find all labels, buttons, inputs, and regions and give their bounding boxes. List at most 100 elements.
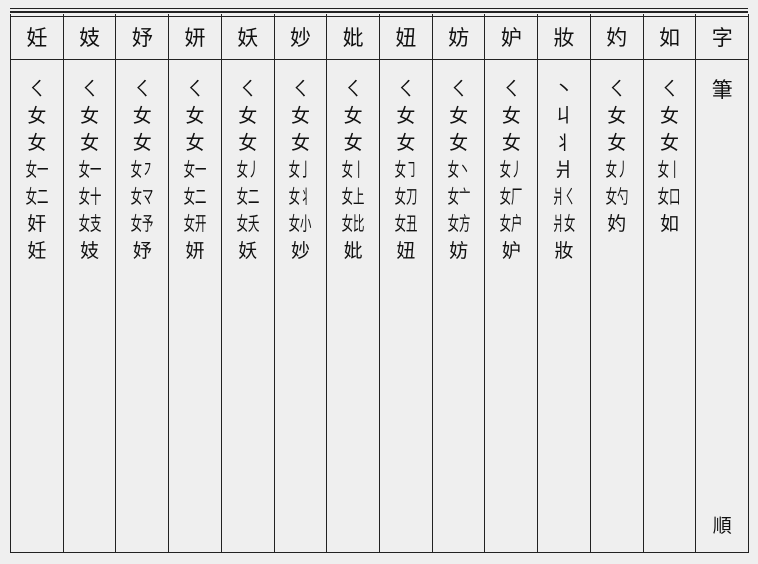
stroke-step: 女マ <box>130 186 154 208</box>
character-header: 妁 <box>590 14 643 60</box>
stroke-step: 妤 <box>132 240 152 262</box>
stroke-step: 女 <box>290 105 310 127</box>
character-header: 妙 <box>274 14 327 60</box>
stroke-step: 女方 <box>447 213 471 235</box>
stroke-step: 女十 <box>78 186 101 208</box>
stroke-step: 女予 <box>130 213 154 235</box>
stroke-step: 女 <box>607 132 627 154</box>
stroke-step: 女 <box>449 132 469 154</box>
stroke-steps: ㄑ女女女丨 女口如 <box>644 60 696 238</box>
stroke-step: ㄑ <box>396 78 416 100</box>
stroke-step: 妒 <box>501 240 521 262</box>
double-rule <box>10 11 748 17</box>
character-header: 妖 <box>221 14 274 60</box>
stroke-step: 女 <box>132 105 152 127</box>
stroke-step: 女丑 <box>394 213 418 235</box>
stroke-step: 女丿 <box>499 159 523 181</box>
stroke-step: 女丨 <box>341 159 365 181</box>
stroke-steps: ㄑ女女女一 女二奸妊 <box>11 60 63 265</box>
stroke-step: 女丬 <box>289 186 312 208</box>
character-column: 妒ㄑ女女女丿 女厂 女户妒 <box>485 14 539 552</box>
stroke-step: 女丨 <box>658 159 681 181</box>
stroke-step: 女亅 <box>289 159 312 181</box>
stroke-step: 女 <box>27 105 47 127</box>
stroke-step: 女亠 <box>447 186 471 208</box>
stroke-step: ㄑ <box>185 78 205 100</box>
stroke-steps: ㄑ女女女㇆ 女刀 女丑妞 <box>380 60 432 265</box>
stroke-step: 女一 <box>183 159 207 181</box>
stroke-step: 妓 <box>80 240 100 262</box>
character-header: 如 <box>643 14 696 60</box>
stroke-step: 女㇇ <box>130 159 154 181</box>
stroke-step: 女二 <box>183 186 207 208</box>
stroke-step: 女厂 <box>499 186 523 208</box>
label-stroke: 筆 <box>711 78 733 102</box>
stroke-step: 女户 <box>499 213 523 235</box>
stroke-step: ㄑ <box>27 78 47 100</box>
stroke-step: 女 <box>449 105 469 127</box>
stroke-step: 如 <box>659 213 679 235</box>
character-header: 妤 <box>116 14 169 60</box>
character-column: 妝丶丩丬爿爿ㄑ 爿女妝 <box>538 14 591 552</box>
stroke-step: 妖 <box>238 240 258 262</box>
stroke-steps: ㄑ女女女丿 女厂 女户妒 <box>485 60 537 265</box>
stroke-step: 女二 <box>236 186 260 208</box>
stroke-step: 女 <box>132 132 152 154</box>
character-column: 妣ㄑ女女女丨 女上 女比妣 <box>327 14 381 552</box>
stroke-step: 女比 <box>341 213 365 235</box>
stroke-step: ㄑ <box>132 78 152 100</box>
stroke-step: 丬 <box>554 132 574 154</box>
stroke-steps: ㄑ女女女亅 女丬 女小妙 <box>275 60 327 265</box>
stroke-step: ㄑ <box>449 78 469 100</box>
label-header: 字 <box>696 14 749 60</box>
stroke-steps: 丶丩丬爿爿ㄑ 爿女妝 <box>538 60 590 265</box>
stroke-step: 女 <box>238 132 258 154</box>
stroke-step: 女一 <box>78 159 101 181</box>
character-header: 妞 <box>380 14 432 60</box>
stroke-steps: ㄑ女女女丨 女上 女比妣 <box>327 60 379 265</box>
stroke-step: ㄑ <box>501 78 521 100</box>
character-header: 妝 <box>538 14 590 60</box>
stroke-step: 妞 <box>396 240 416 262</box>
stroke-step: 女㇆ <box>394 159 418 181</box>
stroke-step: 爿 <box>554 159 574 181</box>
stroke-step: 女开 <box>183 213 207 235</box>
label-column: 字 筆 順 <box>696 14 750 552</box>
stroke-step: 女刀 <box>394 186 418 208</box>
character-column: 如ㄑ女女女丨 女口如 <box>643 14 697 552</box>
stroke-step: 女小 <box>289 213 312 235</box>
stroke-step: 女 <box>607 105 627 127</box>
stroke-step: 妊 <box>27 240 47 262</box>
stroke-step: 奸 <box>27 213 47 235</box>
table-grid: 妊ㄑ女女女一 女二奸妊妓ㄑ女女女一 女十 女支妓妤ㄑ女女女㇇ 女マ 女予妤妍ㄑ女女女一 女二… <box>10 14 750 553</box>
stroke-step: ㄑ <box>238 78 258 100</box>
stroke-step: ㄑ <box>607 78 627 100</box>
stroke-steps: ㄑ女女女丿 女二 女夭妖 <box>222 60 274 265</box>
stroke-step: 妝 <box>554 240 574 262</box>
character-header: 妒 <box>485 14 538 60</box>
stroke-step: 妨 <box>449 240 469 262</box>
character-column: 妊ㄑ女女女一 女二奸妊 <box>11 14 64 552</box>
character-column: 妓ㄑ女女女一 女十 女支妓 <box>63 14 117 552</box>
label-order: 順 <box>712 515 732 537</box>
stroke-step: 女 <box>501 105 521 127</box>
stroke-step: 女夭 <box>236 213 260 235</box>
stroke-step: 爿女 <box>552 213 576 235</box>
stroke-step: ㄑ <box>343 78 363 100</box>
stroke-step: 女 <box>80 132 100 154</box>
stroke-step: 女一 <box>25 159 49 181</box>
stroke-step: 女丿 <box>605 159 629 181</box>
previous-row-edge <box>10 0 748 9</box>
stroke-step: 女 <box>290 132 310 154</box>
character-column: 妙ㄑ女女女亅 女丬 女小妙 <box>274 14 328 552</box>
character-header: 妊 <box>11 14 63 60</box>
stroke-step: 女 <box>659 105 679 127</box>
stroke-step: 女勺 <box>605 186 629 208</box>
stroke-step: 妍 <box>185 240 205 262</box>
stroke-step: 妁 <box>607 213 627 235</box>
stroke-step: 女上 <box>341 186 365 208</box>
stroke-step: ㄑ <box>290 78 310 100</box>
stroke-step: 爿ㄑ <box>552 186 576 208</box>
stroke-step: 妣 <box>343 240 363 262</box>
stroke-step: 女二 <box>25 186 49 208</box>
